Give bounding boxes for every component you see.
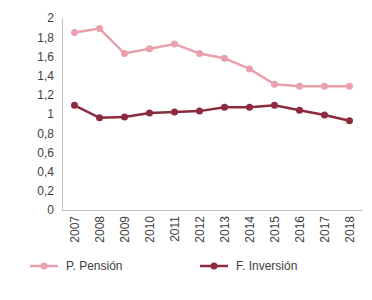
series-marker bbox=[196, 50, 203, 57]
series-line bbox=[75, 105, 350, 120]
y-tick-label: 0 bbox=[47, 203, 54, 217]
series-marker bbox=[121, 113, 128, 120]
chart: 00,20,40,60,811,21,41,61,822007200820092… bbox=[0, 0, 372, 300]
x-tick: 2011 bbox=[168, 210, 182, 242]
legend-entry: F. Inversión bbox=[200, 259, 297, 273]
y-tick-label: 0,6 bbox=[37, 146, 54, 160]
x-tick: 2007 bbox=[68, 210, 82, 243]
legend-label: P. Pensión bbox=[66, 259, 123, 273]
x-tick-label: 2017 bbox=[318, 216, 332, 243]
x-tick-label: 2009 bbox=[118, 216, 132, 243]
x-tick-label: 2010 bbox=[143, 216, 157, 243]
series-marker bbox=[321, 83, 328, 90]
series-marker bbox=[71, 29, 78, 36]
x-tick: 2014 bbox=[243, 210, 257, 243]
series-marker bbox=[196, 108, 203, 115]
y-tick-label: 0,8 bbox=[37, 127, 54, 141]
series-marker bbox=[121, 50, 128, 57]
x-tick: 2008 bbox=[93, 210, 107, 243]
x-axis-line bbox=[63, 210, 363, 211]
x-tick: 2015 bbox=[268, 210, 282, 243]
y-tick: 0,2 bbox=[37, 184, 62, 198]
y-tick-label: 0,4 bbox=[37, 165, 54, 179]
x-tick: 2018 bbox=[343, 210, 357, 243]
x-tick: 2009 bbox=[118, 210, 132, 243]
plot-area bbox=[71, 25, 353, 124]
series-marker bbox=[271, 102, 278, 109]
y-tick: 0 bbox=[47, 203, 62, 217]
x-tick: 2016 bbox=[293, 210, 307, 243]
y-tick: 1,2 bbox=[37, 88, 62, 102]
legend: P. Pensión F. Inversión bbox=[30, 259, 297, 273]
y-tick-label: 1,6 bbox=[37, 50, 54, 64]
series-marker bbox=[221, 104, 228, 111]
x-tick-label: 2007 bbox=[68, 216, 82, 243]
series-marker bbox=[171, 40, 178, 47]
x-axis: 2007 2008 2009 2010 2011 2012 2013 2014 2015 2016… bbox=[63, 210, 363, 243]
x-tick: 2013 bbox=[218, 210, 232, 243]
y-tick-label: 1,8 bbox=[37, 31, 54, 45]
y-tick: 1 bbox=[47, 107, 62, 121]
y-tick: 1,6 bbox=[37, 50, 62, 64]
series-marker bbox=[246, 104, 253, 111]
y-tick: 1,8 bbox=[37, 31, 62, 45]
x-tick-label: 2013 bbox=[218, 216, 232, 243]
x-tick-label: 2015 bbox=[268, 216, 282, 243]
series-marker bbox=[146, 110, 153, 117]
x-tick: 2012 bbox=[193, 210, 207, 243]
x-tick-label: 2016 bbox=[293, 216, 307, 243]
x-tick: 2010 bbox=[143, 210, 157, 243]
x-tick-label: 2008 bbox=[93, 216, 107, 243]
legend-swatch-marker bbox=[211, 263, 218, 270]
series-marker bbox=[221, 55, 228, 62]
series-marker bbox=[321, 111, 328, 118]
x-tick-label: 2014 bbox=[243, 216, 257, 243]
series-marker bbox=[71, 102, 78, 109]
y-tick-label: 1,2 bbox=[37, 88, 54, 102]
x-tick: 2017 bbox=[318, 210, 332, 243]
series-line bbox=[75, 29, 350, 87]
y-axis: 0 0,2 0,4 0,6 0,8 1 1,2 1,4 1,6 1,8 2 bbox=[37, 11, 62, 217]
legend-entry: P. Pensión bbox=[30, 259, 123, 273]
y-tick: 0,8 bbox=[37, 127, 62, 141]
series-marker bbox=[96, 114, 103, 121]
x-tick-label: 2018 bbox=[343, 216, 357, 243]
series-marker bbox=[346, 117, 353, 124]
series-marker bbox=[246, 65, 253, 72]
series-marker bbox=[146, 45, 153, 52]
series-marker bbox=[296, 107, 303, 114]
legend-swatch-marker bbox=[41, 263, 48, 270]
y-tick-label: 2 bbox=[47, 11, 54, 25]
y-tick: 2 bbox=[47, 11, 62, 25]
y-tick: 0,6 bbox=[37, 146, 62, 160]
y-axis-line bbox=[62, 19, 63, 211]
series-marker bbox=[271, 81, 278, 88]
y-tick-label: 0,2 bbox=[37, 184, 54, 198]
y-tick-label: 1,4 bbox=[37, 69, 54, 83]
legend-label: F. Inversión bbox=[236, 259, 297, 273]
series-marker bbox=[171, 109, 178, 116]
x-tick-label: 2012 bbox=[193, 216, 207, 243]
y-tick: 0,4 bbox=[37, 165, 62, 179]
y-tick: 1,4 bbox=[37, 69, 62, 83]
series-marker bbox=[296, 83, 303, 90]
y-tick-label: 1 bbox=[47, 107, 54, 121]
x-tick-label: 2011 bbox=[168, 216, 182, 242]
series-marker bbox=[346, 83, 353, 90]
series-marker bbox=[96, 25, 103, 32]
